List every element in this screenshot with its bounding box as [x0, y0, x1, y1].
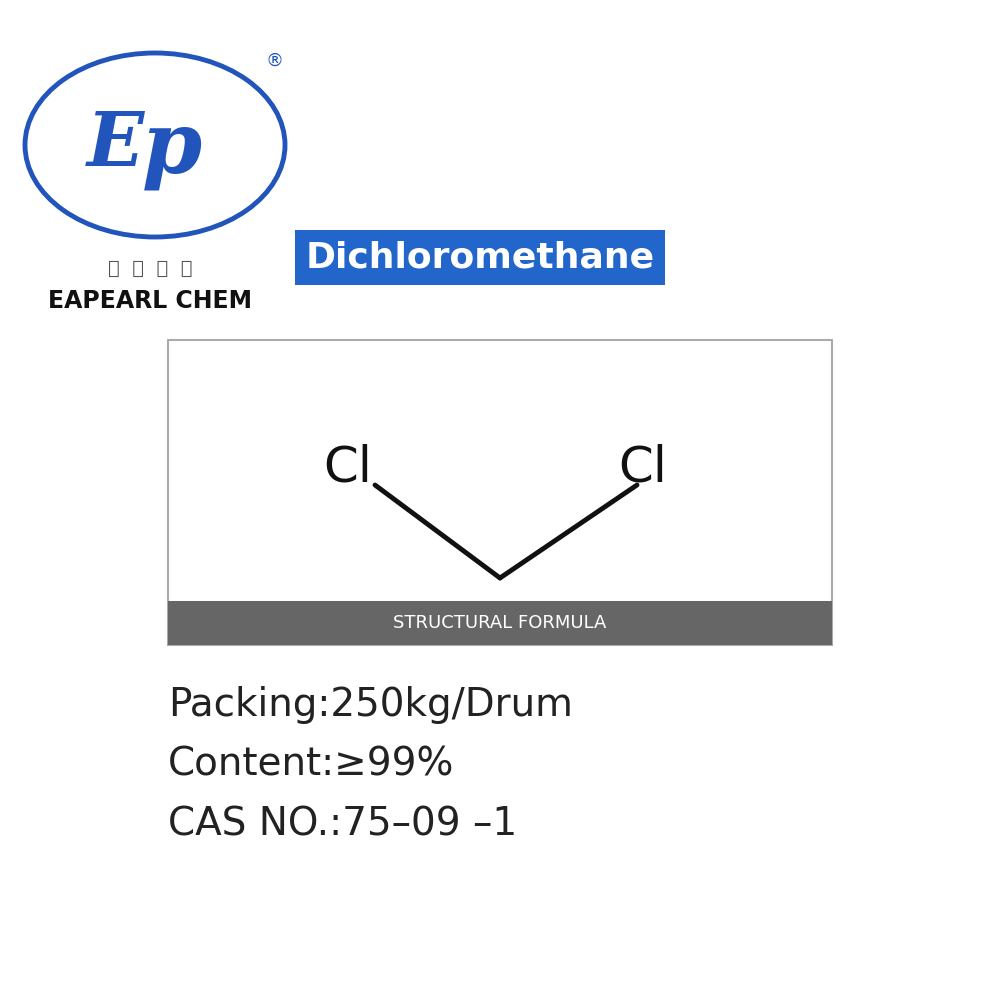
- Text: Dichloromethane: Dichloromethane: [305, 240, 655, 274]
- Text: E: E: [86, 109, 144, 181]
- FancyBboxPatch shape: [168, 601, 832, 645]
- Text: p: p: [142, 106, 202, 190]
- Text: STRUCTURAL FORMULA: STRUCTURAL FORMULA: [393, 614, 607, 632]
- FancyBboxPatch shape: [168, 340, 832, 645]
- Text: Packing:250kg/Drum: Packing:250kg/Drum: [168, 686, 573, 724]
- Text: Content:≥99%: Content:≥99%: [168, 746, 454, 784]
- Text: Cl: Cl: [619, 443, 667, 491]
- Text: Cl: Cl: [324, 443, 372, 491]
- Text: CAS NO.:75–09 –1: CAS NO.:75–09 –1: [168, 806, 517, 844]
- Text: EAPEARL CHEM: EAPEARL CHEM: [48, 289, 252, 313]
- Text: 易  普  化  工: 易 普 化 工: [108, 259, 192, 278]
- Text: ®: ®: [266, 52, 284, 70]
- FancyBboxPatch shape: [295, 230, 665, 285]
- Ellipse shape: [25, 53, 285, 237]
